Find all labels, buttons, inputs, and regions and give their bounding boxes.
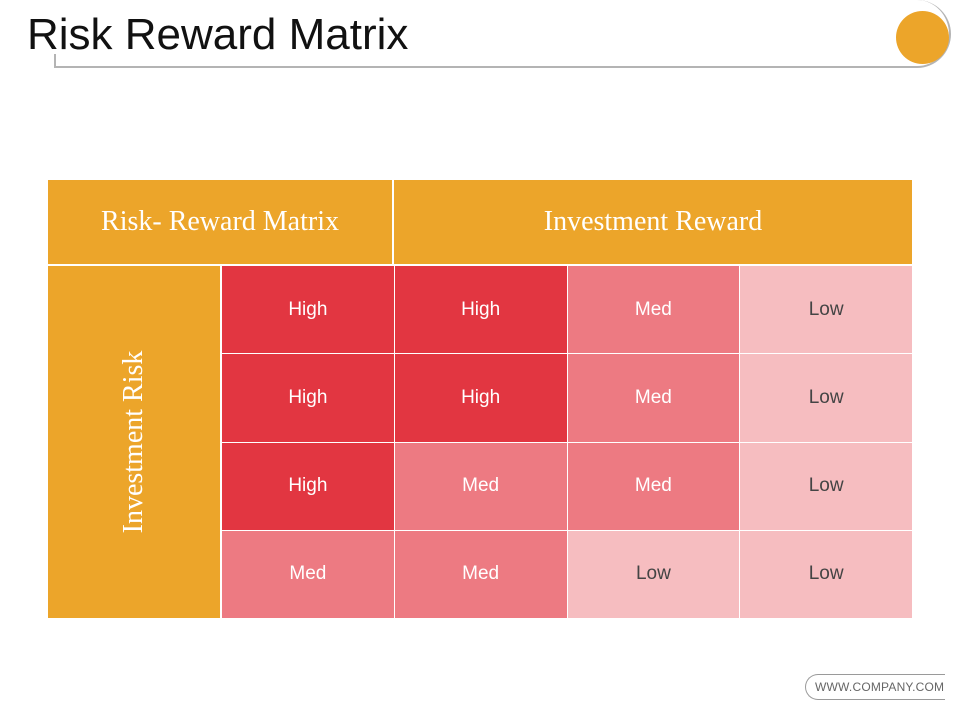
accent-circle [896,11,949,64]
matrix-cell: Med [567,354,740,442]
matrix-cell: Low [740,266,912,354]
matrix-cell: Low [567,530,740,618]
matrix-cell: Low [740,354,912,442]
slide-title: Risk Reward Matrix [27,10,409,59]
matrix-cell: High [222,442,394,530]
row-header-cell: Investment Risk [48,266,220,618]
title-frame [54,0,960,70]
matrix-cell: High [222,266,394,354]
company-website-badge: WWW.COMPANY.COM [805,674,945,700]
matrix-cell: Med [394,530,567,618]
matrix-cell: High [394,266,567,354]
matrix-cell: High [222,354,394,442]
matrix-cell: Med [567,442,740,530]
matrix-corner-label: Risk- Reward Matrix [48,180,392,264]
risk-reward-matrix: Risk- Reward Matrix Investment Reward In… [48,180,912,618]
matrix-cell: Low [740,530,912,618]
row-header-investment-risk: Investment Risk [118,350,149,534]
title-bracket-line [54,0,951,68]
matrix-cell: High [394,354,567,442]
matrix-grid: High High Med Low High High Med Low High Med Med Lo… [222,266,912,618]
matrix-cell: Med [222,530,394,618]
column-header-investment-reward: Investment Reward [394,180,912,264]
matrix-cell: Med [567,266,740,354]
matrix-cell: Low [740,442,912,530]
matrix-cell: Med [394,442,567,530]
